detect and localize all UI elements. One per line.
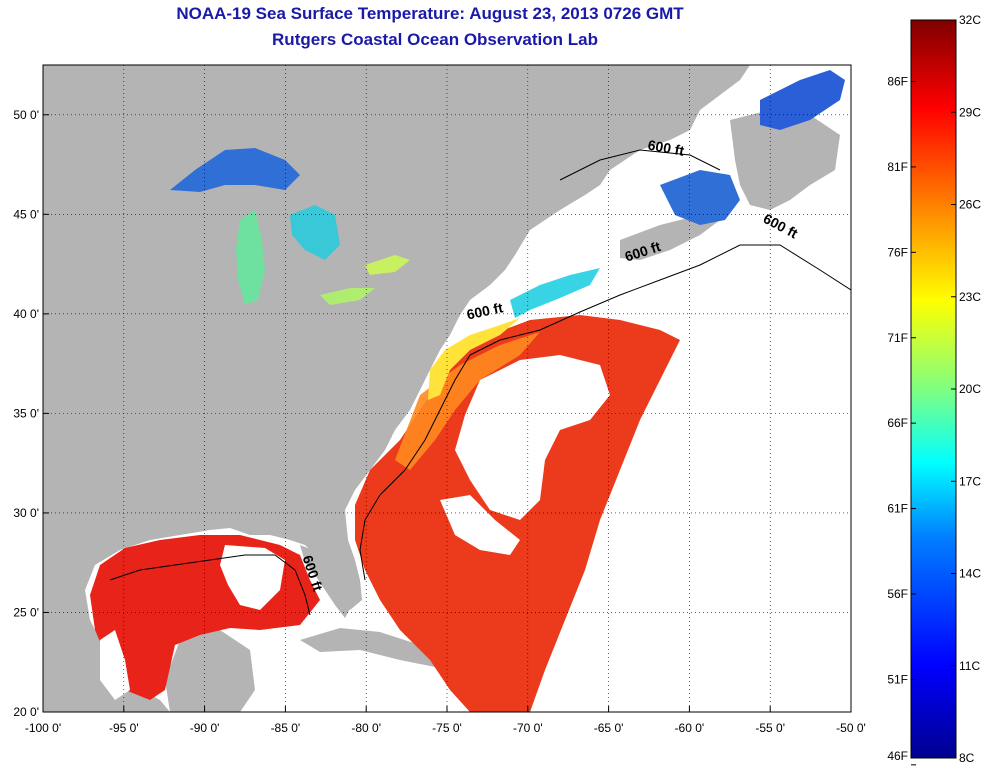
land-yucatan — [165, 630, 255, 712]
clouds-gulf — [220, 545, 285, 610]
colorbar-f-label: 86F — [887, 75, 908, 89]
contour-600ft-gulf — [109, 554, 311, 616]
colorbar-f-label: 61F — [887, 502, 908, 516]
land-cuba — [300, 628, 450, 668]
colorbar-f-label: 66F — [887, 416, 908, 430]
colorbar-c-label: 29C — [959, 105, 981, 119]
colorbar-c-label: 17C — [959, 474, 981, 488]
lon-tick-label: -70 0' — [513, 721, 543, 735]
lat-tick-label: 50 0' — [13, 108, 39, 122]
sst-mid-atlantic-shelf — [428, 318, 520, 400]
lake-ontario — [320, 288, 375, 305]
lon-tick-label: -65 0' — [594, 721, 624, 735]
lat-tick-label: 40 0' — [13, 307, 39, 321]
lon-tick-label: -95 0' — [109, 721, 139, 735]
lat-tick-label: 45 0' — [13, 207, 39, 221]
lon-tick-label: -50 0' — [836, 721, 866, 735]
lon-tick-label: -55 0' — [755, 721, 785, 735]
lat-tick-label: 30 0' — [13, 506, 39, 520]
lon-tick-label: -85 0' — [271, 721, 301, 735]
sst-labrador-sea — [760, 70, 845, 130]
colorbar-f-label: 51F — [887, 672, 908, 686]
land-nova-scotia — [620, 215, 720, 260]
land-florida — [300, 545, 352, 618]
sst-gulf-of-st-lawrence — [660, 170, 740, 225]
colorbar-f-label: 46F — [887, 749, 908, 763]
clouds-atlantic — [455, 355, 610, 520]
sst-gulf-of-maine — [510, 268, 600, 318]
lat-tick-label: 20 0' — [13, 705, 39, 719]
contour-600ft-northeast — [469, 244, 851, 356]
lon-tick-label: -75 0' — [432, 721, 462, 735]
colorbar-f-label: 56F — [887, 587, 908, 601]
contour-label: 600 ft — [465, 299, 504, 322]
contour-600ft-southeast — [359, 354, 471, 581]
colorbar-c-label: 32C — [959, 13, 981, 27]
clouds-northeast — [600, 265, 720, 325]
lake-superior — [170, 148, 300, 192]
land-north-america — [43, 65, 750, 712]
colorbar-f-label: 76F — [887, 245, 908, 259]
lake-erie — [365, 255, 410, 275]
sst-gulf-stream — [395, 332, 540, 470]
colorbar-c-label: 20C — [959, 382, 981, 396]
land-maritimes — [730, 110, 840, 210]
clouds-atlantic-south — [440, 495, 520, 555]
colorbar-c-label: 26C — [959, 198, 981, 212]
colorbar-f-label: 71F — [887, 331, 908, 345]
lon-tick-label: -100 0' — [25, 721, 61, 735]
colorbar-c-label: 8C — [959, 751, 975, 765]
colorbar — [910, 19, 957, 759]
map-grid — [43, 65, 851, 712]
lat-tick-label: 25 0' — [13, 605, 39, 619]
colorbar-c-label: 11C — [959, 659, 980, 673]
lon-tick-label: -90 0' — [190, 721, 220, 735]
lat-tick-label: 35 0' — [13, 406, 39, 420]
colorbar-c-label: 23C — [959, 290, 981, 304]
lake-huron — [290, 205, 340, 260]
lon-tick-label: -80 0' — [351, 721, 381, 735]
lon-tick-label: -60 0' — [675, 721, 705, 735]
map-title: NOAA-19 Sea Surface Temperature: August … — [176, 4, 684, 23]
latitude-axis: 20 0' 25 0' 30 0' 35 0' 40 0' 45 0' 50 0' — [13, 108, 49, 719]
colorbar-c-label: 14C — [959, 567, 981, 581]
contour-label: 600 ft — [647, 137, 686, 159]
colorbar-f-label: 81F — [887, 160, 908, 174]
longitude-axis: -100 0' -95 0' -90 0' -85 0' -80 0' -75 0' -70… — [25, 706, 866, 735]
map-subtitle: Rutgers Coastal Ocean Observation Lab — [272, 30, 598, 49]
lake-michigan — [236, 210, 265, 305]
colorbar-ticks: 32C 29C 26C 23C 20C 17C 14C 11C 8C 86F 81F 76F 71F 66… — [887, 13, 981, 766]
contour-600ft-stlawrence — [559, 149, 721, 181]
clouds-gulf-west — [100, 630, 130, 700]
